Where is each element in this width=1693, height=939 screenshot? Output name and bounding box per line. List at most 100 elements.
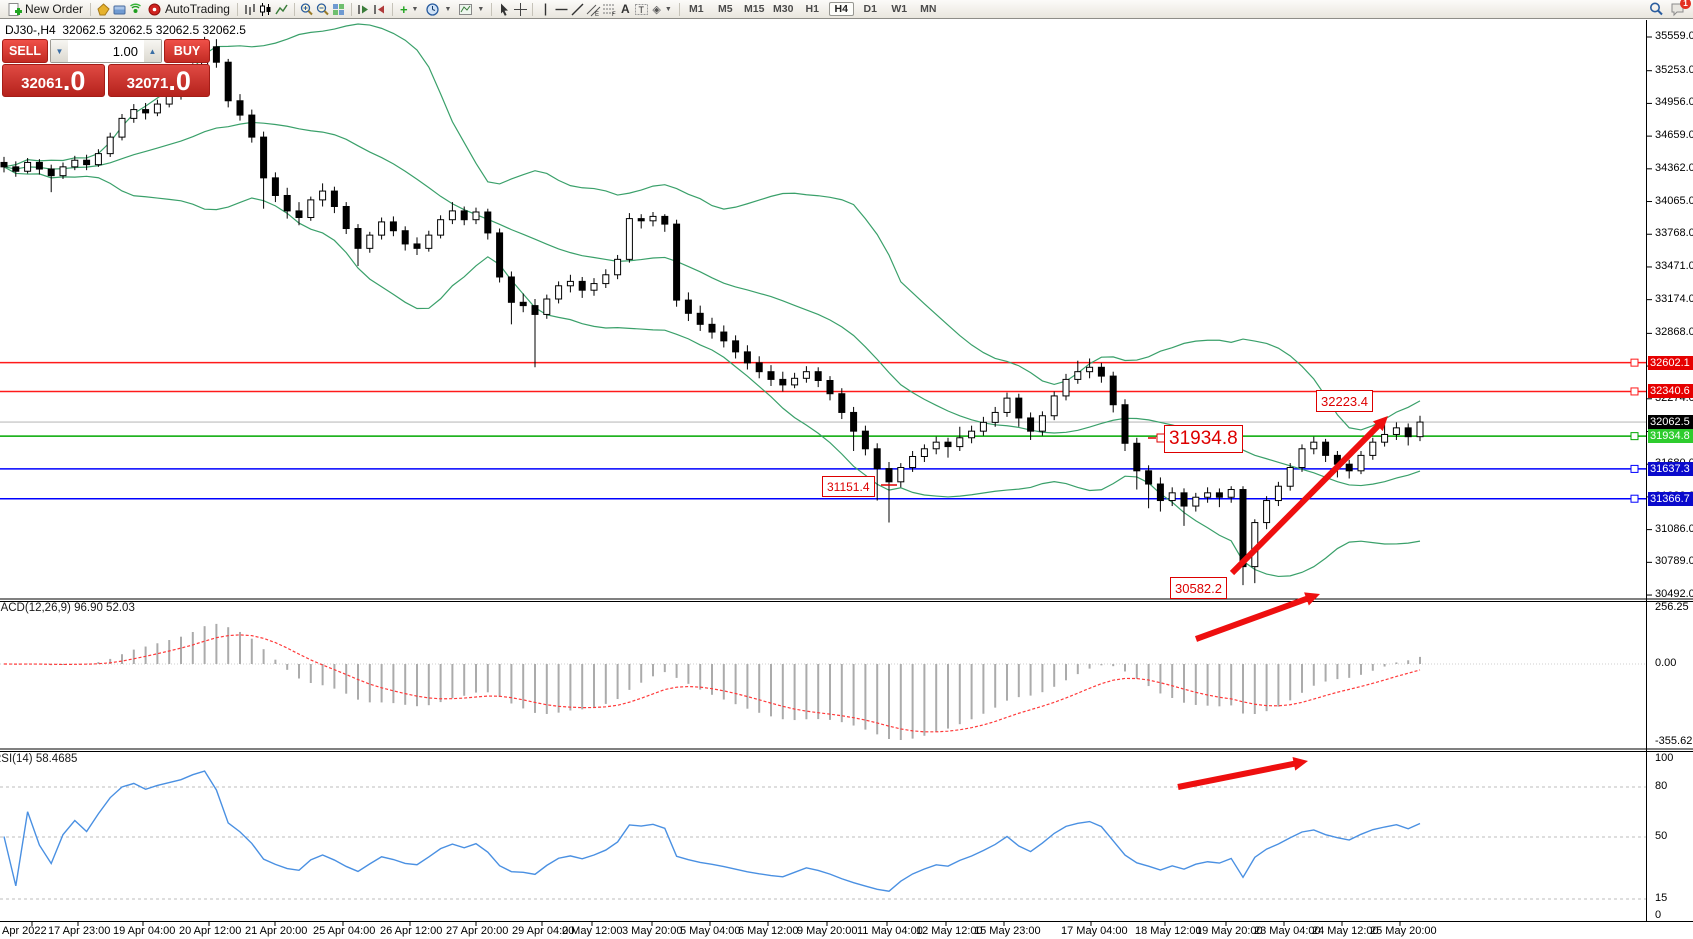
volume-stepper[interactable]: ▼ 1.00 ▲ xyxy=(50,39,162,63)
separator xyxy=(391,2,393,16)
time-axis-label: 19 Apr 04:00 xyxy=(113,925,176,937)
price-level-label: 31366.7 xyxy=(1648,491,1693,506)
price-axis-tick: 34362.0 xyxy=(1655,161,1693,174)
time-axis-label: 17 Apr 23:00 xyxy=(48,925,111,937)
new-chart-button[interactable]: + ▼ xyxy=(399,1,419,17)
time-axis-label: 20 Apr 12:00 xyxy=(179,925,242,937)
timeframe-m5[interactable]: M5 xyxy=(717,3,733,15)
rsi-axis-label: 50 xyxy=(1655,830,1668,842)
tile-windows-icon[interactable] xyxy=(331,2,347,17)
price-annotation: 32223.4 xyxy=(1316,390,1373,412)
time-axis-label: 2 May 12:00 xyxy=(562,925,623,937)
buy-button[interactable]: BUY xyxy=(164,39,210,63)
buy-price-frac: .0 xyxy=(168,66,191,96)
separator xyxy=(491,2,493,16)
time-axis-label: 12 May 12:00 xyxy=(916,925,983,937)
autotrading-button[interactable]: AutoTrading xyxy=(143,1,233,18)
crosshair-icon[interactable] xyxy=(512,2,528,17)
text-label-icon[interactable]: T xyxy=(633,2,649,17)
time-axis-label: 3 May 20:00 xyxy=(622,925,683,937)
clock-icon xyxy=(424,2,440,17)
price-axis-tick: 34065.0 xyxy=(1655,194,1693,207)
new-order-button[interactable]: New Order xyxy=(3,1,86,18)
chat-icon[interactable]: 1 xyxy=(1670,0,1691,17)
timeframe-h4[interactable]: H4 xyxy=(828,2,854,16)
macd-axis-label: 256.25 xyxy=(1655,601,1689,613)
buy-price[interactable]: 32071.0 xyxy=(107,64,210,97)
price-axis-tick: 31086.0 xyxy=(1655,522,1693,535)
period-button[interactable]: ▼ xyxy=(421,1,454,18)
auto-scroll-icon[interactable] xyxy=(372,2,388,17)
volume-increase-icon[interactable]: ▲ xyxy=(144,40,161,62)
time-axis-label: 5 May 04:00 xyxy=(680,925,741,937)
time-axis-label: 23 May 04:00 xyxy=(1254,925,1321,937)
time-axis-label: 29 Apr 04:00 xyxy=(512,925,575,937)
notification-badge: 1 xyxy=(1680,0,1691,9)
time-axis-label: 19 May 20:00 xyxy=(1196,925,1263,937)
price-annotation: 31151.4 xyxy=(822,476,875,497)
time-axis-label: 17 May 04:00 xyxy=(1061,925,1128,937)
line-chart-icon[interactable] xyxy=(274,2,290,17)
price-axis-tick: 30789.0 xyxy=(1655,555,1693,568)
autotrading-label: AutoTrading xyxy=(165,2,230,16)
timeframe-w1[interactable]: W1 xyxy=(891,3,908,15)
search-icon[interactable] xyxy=(1648,2,1664,17)
horizontal-line-icon[interactable] xyxy=(553,2,569,17)
cursor-icon[interactable] xyxy=(496,2,512,17)
sell-price[interactable]: 32061.0 xyxy=(2,64,105,97)
timeframe-mn[interactable]: MN xyxy=(920,3,937,15)
volume-decrease-icon[interactable]: ▼ xyxy=(51,40,68,62)
price-level-label: 31934.8 xyxy=(1648,429,1693,444)
price-annotation: 30582.2 xyxy=(1170,577,1227,599)
sell-button[interactable]: SELL xyxy=(2,39,48,63)
funds-icon[interactable] xyxy=(95,2,111,17)
sell-price-int: 32061 xyxy=(21,75,63,92)
time-axis-label: 11 May 04:00 xyxy=(857,925,923,937)
timeframe-bar: M1 M5 M15 M30 H1 H4 D1 W1 MN xyxy=(684,2,941,16)
chevron-down-icon: ▼ xyxy=(477,5,485,13)
timeframe-m15[interactable]: M15 xyxy=(744,3,765,15)
template-icon xyxy=(457,2,473,17)
sell-price-frac: .0 xyxy=(62,66,86,96)
zoom-in-icon[interactable] xyxy=(299,2,315,17)
price-axis-tick: 34956.0 xyxy=(1655,96,1693,109)
rsi-axis-label: 100 xyxy=(1655,752,1674,764)
rsi-indicator-label: RSI(14) 58.4685 xyxy=(0,753,78,765)
timeframe-m30[interactable]: M30 xyxy=(773,3,794,15)
time-axis-label: 25 May 20:00 xyxy=(1370,925,1437,937)
chart-symbol-ohlc: DJ30-,H4 32062.5 32062.5 32062.5 32062.5 xyxy=(5,23,246,37)
timeframe-h1[interactable]: H1 xyxy=(805,3,819,15)
separator xyxy=(532,2,534,16)
new-order-icon xyxy=(6,2,22,17)
time-axis-label: 18 May 12:00 xyxy=(1135,925,1202,937)
time-axis-label: 25 Apr 04:00 xyxy=(313,925,376,937)
arrows-tool-button[interactable]: ◈ ▼ xyxy=(652,3,672,16)
time-axis-label: 24 May 12:00 xyxy=(1312,925,1379,937)
price-axis-tick: 34659.0 xyxy=(1655,129,1693,142)
bar-chart-icon[interactable] xyxy=(242,2,258,17)
fibonacci-icon[interactable]: F xyxy=(601,2,617,17)
equidistant-channel-icon[interactable]: E xyxy=(585,2,601,17)
template-button[interactable]: ▼ xyxy=(454,1,487,18)
text-icon[interactable]: A xyxy=(621,1,630,16)
svg-text:E: E xyxy=(595,12,599,17)
mailbox-icon[interactable] xyxy=(111,2,127,17)
price-level-label: 31637.3 xyxy=(1648,461,1693,476)
timeframe-d1[interactable]: D1 xyxy=(863,3,877,15)
signals-icon[interactable] xyxy=(127,2,143,17)
rsi-axis-label: 0 xyxy=(1655,909,1662,921)
price-axis-tick: 30492.0 xyxy=(1655,588,1693,601)
timeframe-m1[interactable]: M1 xyxy=(688,3,704,15)
autotrading-icon xyxy=(146,2,162,17)
price-axis-tick: 35559.0 xyxy=(1655,30,1693,42)
vertical-line-icon[interactable] xyxy=(537,2,553,17)
chart-shift-icon[interactable] xyxy=(356,2,372,17)
svg-text:T: T xyxy=(638,5,644,15)
zoom-out-icon[interactable] xyxy=(315,2,331,17)
separator xyxy=(236,2,238,16)
volume-value[interactable]: 1.00 xyxy=(112,43,138,59)
trendline-icon[interactable] xyxy=(569,2,585,17)
rsi-axis-label: 15 xyxy=(1655,892,1668,904)
candlestick-chart-icon[interactable] xyxy=(258,2,274,17)
